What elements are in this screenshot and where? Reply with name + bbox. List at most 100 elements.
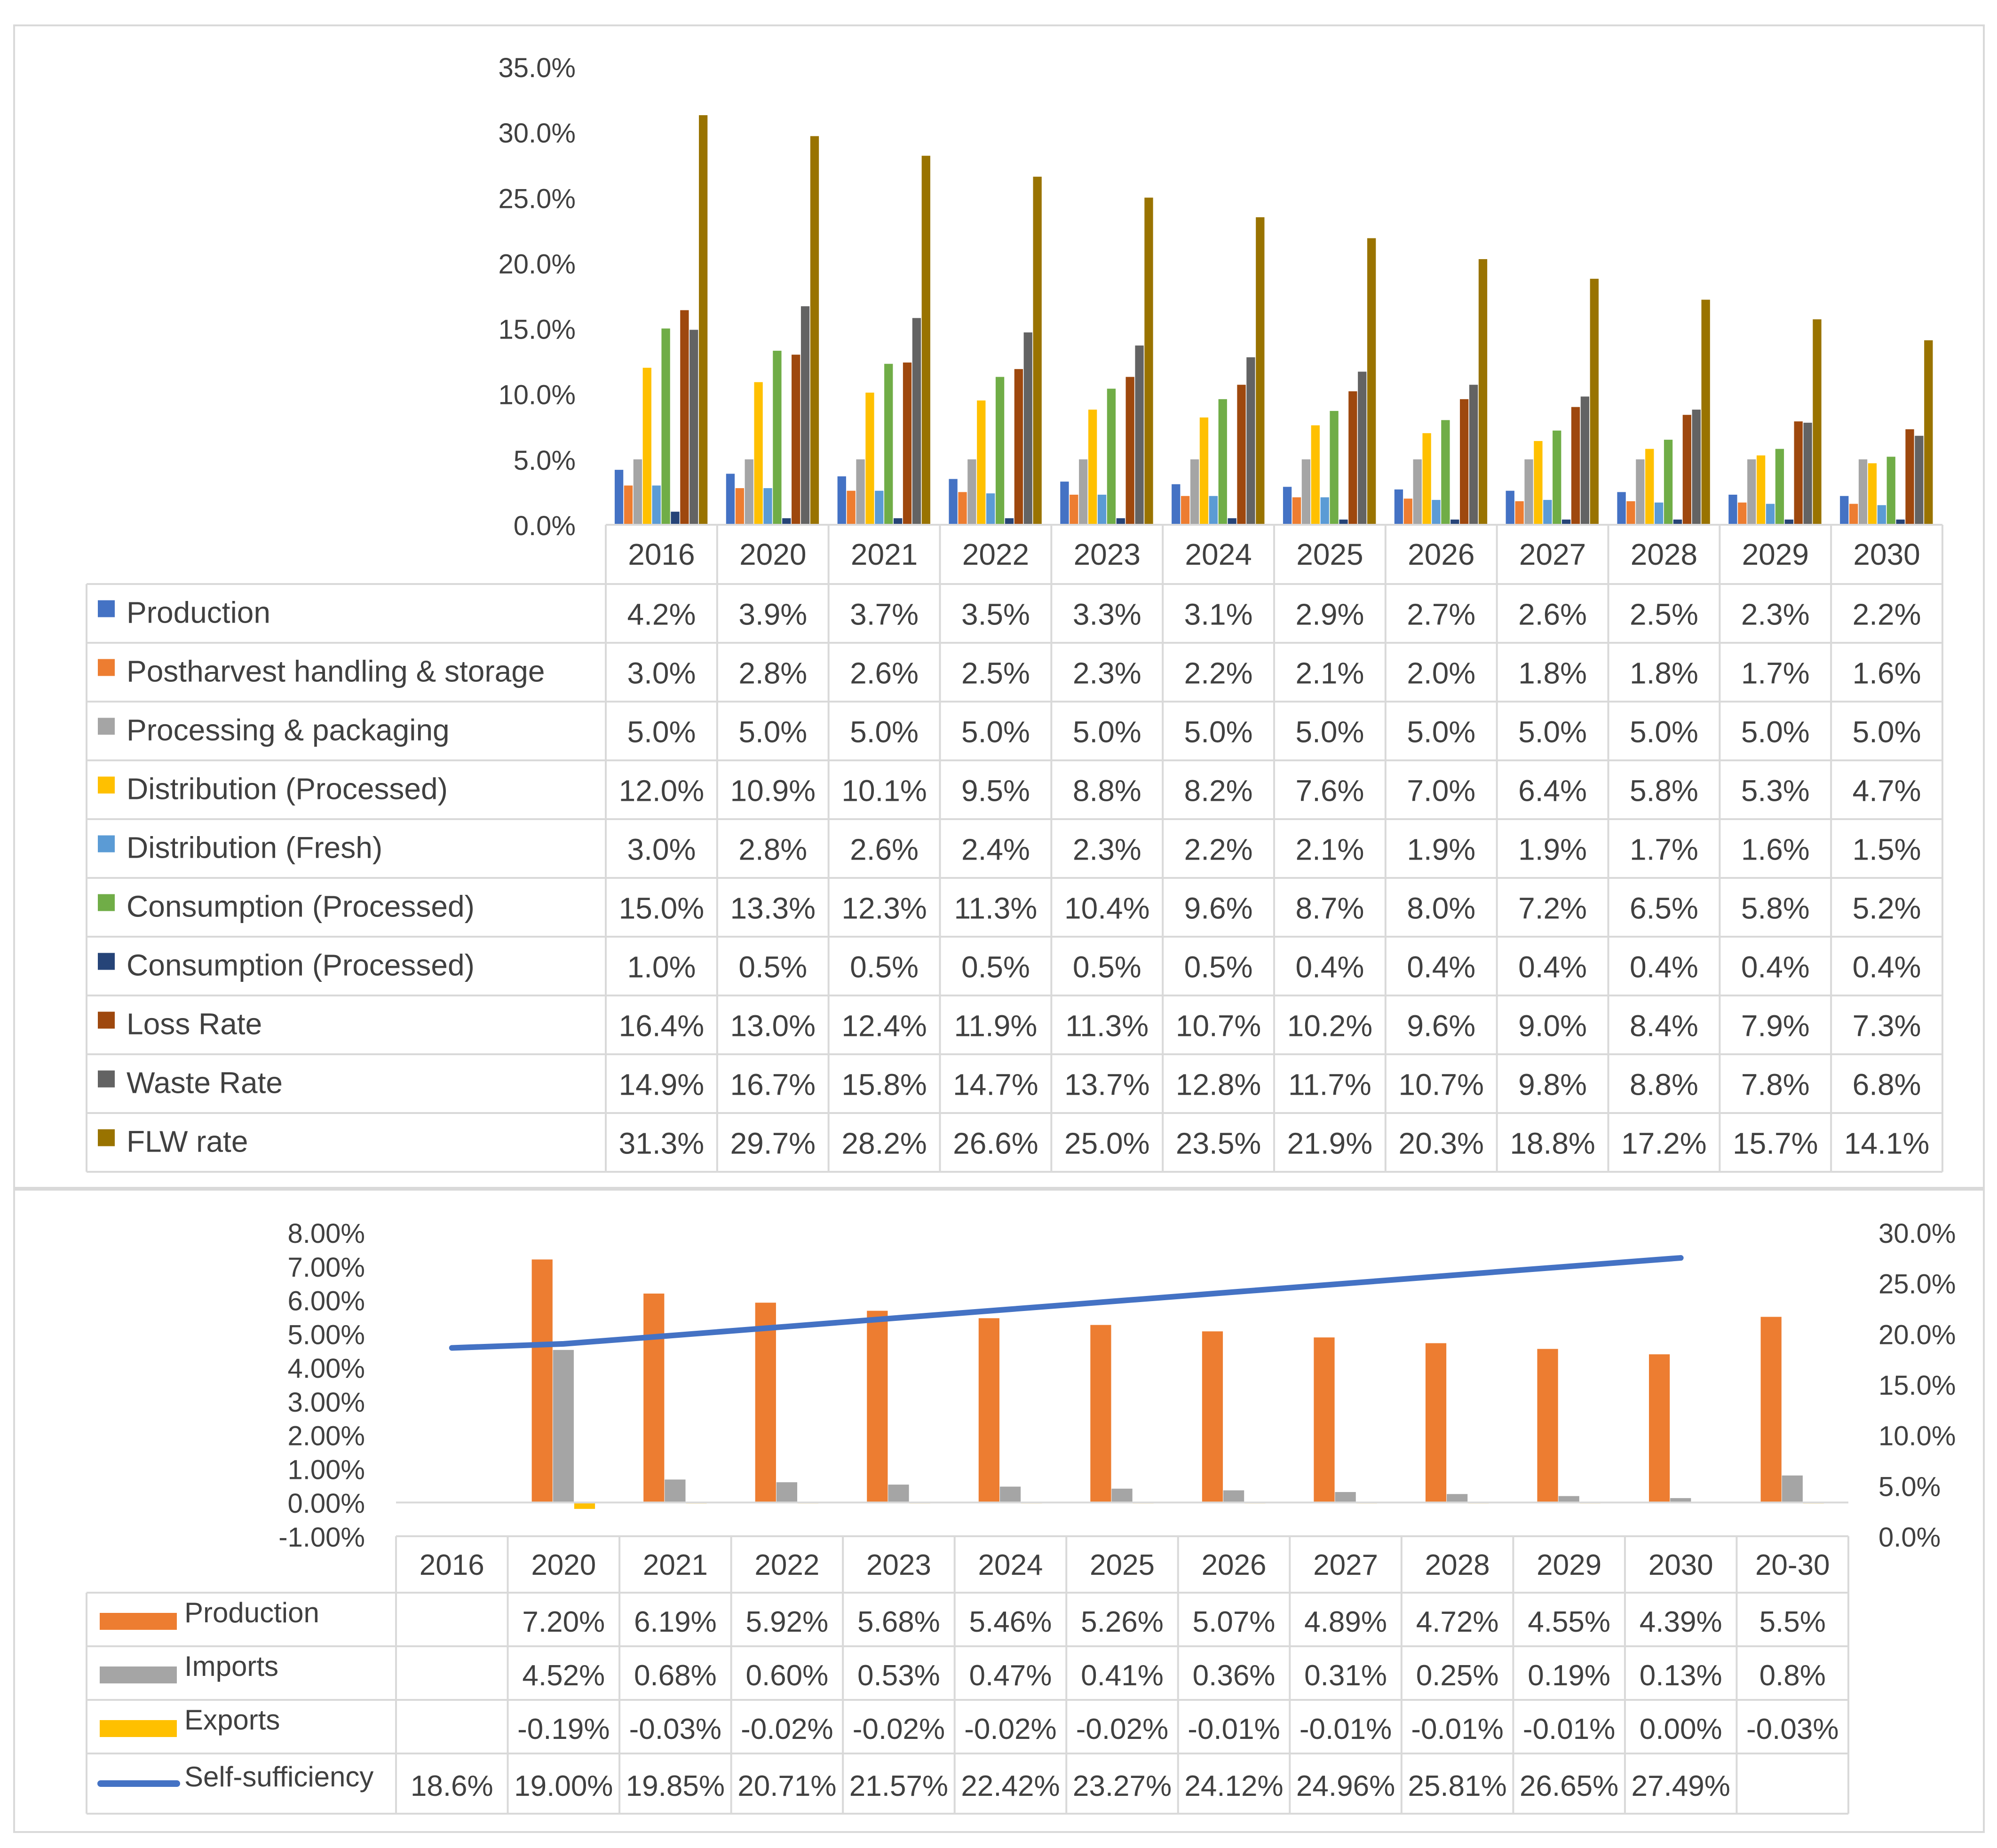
data-cell-consumption-processed-2016: 15.0% [619,892,704,925]
data-cell-distribution-fresh-2026: 1.9% [1407,833,1475,867]
bar-waste-rate-2026 [1469,385,1478,525]
data-cell-consumption-processed-2016: 1.0% [627,950,696,984]
bar-distribution-fresh-2016 [652,485,661,525]
bar-flw-rate-2021 [921,156,930,525]
data-cell-distribution-processed-2016: 12.0% [619,774,704,808]
bar-consumption-processed-2025 [1330,411,1339,525]
data-cell-flw-rate-2022: 26.6% [953,1127,1038,1161]
bar-consumption-processed-2030 [1886,457,1895,525]
data-cell-loss-rate-2020: 13.0% [730,1009,816,1043]
data-cell-waste-rate-2027: 9.8% [1518,1068,1587,1102]
data-cell-self-sufficiency-2029: 26.65% [1520,1770,1618,1802]
bar-distribution-processed-2024 [1199,417,1209,525]
bar-postharvest-handling-storage-2026 [1403,498,1412,525]
data-cell-distribution-processed-2020: 10.9% [730,774,816,808]
data-cell-loss-rate-2029: 7.9% [1741,1009,1810,1043]
legend-key-postharvest-handling-storage [98,659,115,676]
bar-processing-packaging-2020 [745,459,753,525]
bar-waste-rate-2029 [1803,422,1812,525]
bar-consumption-processed-2021 [884,363,893,525]
data-cell-consumption-processed-2020: 0.5% [738,950,807,984]
bar-production-2023 [867,1311,888,1503]
bar-production-2028 [1617,492,1626,525]
supply-chart: -1.00%0.00%1.00%2.00%3.00%4.00%5.00%6.00… [86,1218,1956,1815]
data-cell-self-sufficiency-2023: 21.57% [849,1770,948,1802]
data-cell-consumption-processed-2023: 0.5% [1073,950,1141,984]
bar-imports-2023 [888,1485,909,1503]
bar-waste-rate-2023 [1135,345,1144,525]
data-cell-imports-2020: 4.52% [522,1659,605,1692]
x-category-label: 2016 [628,537,695,571]
data-cell-distribution-fresh-2029: 1.6% [1741,833,1810,867]
data-cell-postharvest-handling-storage-2016: 3.0% [627,656,696,690]
data-cell-postharvest-handling-storage-2020: 2.8% [738,656,807,690]
bar-flw-rate-2016 [698,115,708,525]
x-category-label: 2025 [1296,537,1363,571]
data-cell-processing-packaging-2030: 5.0% [1853,715,1921,749]
data-cell-production-2022: 3.5% [961,598,1030,632]
bar-waste-rate-2027 [1580,396,1590,525]
y-tick-label: 25.0% [499,183,576,214]
data-cell-processing-packaging-2026: 5.0% [1407,715,1475,749]
bar-loss-rate-2026 [1460,399,1469,525]
bar-production-2021 [837,476,846,525]
bar-processing-packaging-2028 [1636,459,1645,525]
y-tick-label-left: 5.00% [288,1319,365,1350]
data-cell-production-2023: 5.68% [857,1606,940,1638]
bar-distribution-processed-2028 [1645,449,1654,525]
x-category-label: 2030 [1648,1549,1713,1581]
bar-loss-rate-2020 [792,355,800,525]
bar-distribution-fresh-2020 [763,488,772,525]
x-category-label: 2026 [1202,1549,1267,1581]
data-cell-distribution-processed-2021: 10.1% [841,774,927,808]
data-cell-exports-2030: 0.00% [1640,1713,1722,1745]
data-cell-postharvest-handling-storage-2025: 2.1% [1295,656,1364,690]
data-cell-production-2020: 3.9% [738,598,807,632]
bar-postharvest-handling-storage-2022 [958,492,967,525]
bar-production-2020 [726,474,735,525]
legend-label-processing-packaging: Processing & packaging [127,713,450,747]
data-cell-imports-2025: 0.41% [1081,1659,1164,1692]
y-tick-label: 5.0% [514,445,576,476]
data-cell-postharvest-handling-storage-2021: 2.6% [850,656,919,690]
bar-postharvest-handling-storage-2020 [735,488,744,525]
bar-postharvest-handling-storage-2028 [1626,501,1635,525]
data-cell-self-sufficiency-2024: 22.42% [961,1770,1060,1802]
y-tick-label: 20.0% [499,249,576,279]
bar-consumption-processed-2023 [1107,388,1116,525]
x-category-label: 2025 [1090,1549,1155,1581]
legend-key-distribution-fresh [98,835,115,853]
data-cell-loss-rate-2023: 11.3% [1065,1009,1149,1043]
data-cell-production-2020: 7.20% [522,1606,605,1638]
x-category-label: 2029 [1742,537,1809,571]
x-category-label: 2022 [754,1549,819,1581]
bar-distribution-fresh-2029 [1766,504,1775,525]
data-cell-consumption-processed-2024: 0.5% [1184,950,1253,984]
data-cell-processing-packaging-2024: 5.0% [1184,715,1253,749]
data-cell-waste-rate-2022: 14.7% [953,1068,1038,1102]
data-cell-processing-packaging-2025: 5.0% [1295,715,1364,749]
data-cell-distribution-processed-2023: 8.8% [1073,774,1141,808]
bar-exports-2020 [574,1502,595,1509]
bar-imports-2024 [999,1486,1021,1503]
data-cell-distribution-processed-2026: 7.0% [1407,774,1475,808]
x-category-label: 2023 [1074,537,1141,571]
data-cell-distribution-processed-2028: 5.8% [1630,774,1698,808]
data-cell-production-2029: 4.55% [1528,1606,1610,1638]
bar-loss-rate-2016 [680,310,689,525]
bar-waste-rate-2021 [912,318,921,525]
data-cell-distribution-fresh-2021: 2.6% [850,833,919,867]
bar-consumption-processed-2022 [1005,518,1014,525]
legend-label-production: Production [184,1597,319,1628]
bar-processing-packaging-2016 [633,459,642,525]
bar-production-2025 [1283,487,1292,525]
x-category-label: 2023 [866,1549,931,1581]
bar-consumption-processed-2029 [1784,519,1793,525]
data-cell-flw-rate-2027: 18.8% [1510,1127,1595,1161]
bar-flw-rate-2028 [1701,300,1710,525]
legend-label-consumption-processed: Consumption (Processed) [127,948,475,982]
data-cell-production-2016: 4.2% [627,598,696,632]
data-cell-consumption-processed-2028: 0.4% [1630,950,1698,984]
bar-flw-rate-2025 [1367,238,1376,525]
data-cell-distribution-fresh-2027: 1.9% [1518,833,1587,867]
